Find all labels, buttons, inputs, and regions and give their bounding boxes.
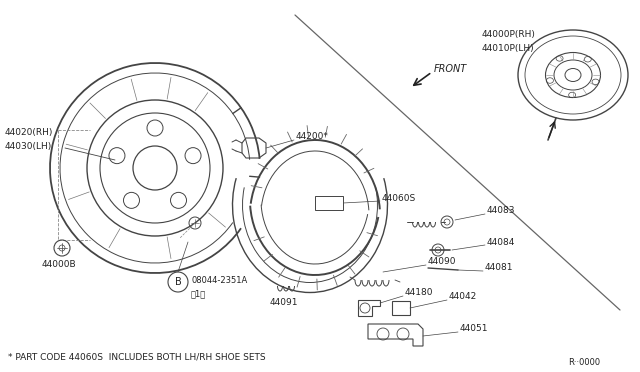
Text: 44030(LH): 44030(LH) — [5, 142, 52, 151]
Text: 44060S: 44060S — [382, 194, 416, 203]
Text: 44180: 44180 — [405, 288, 433, 297]
Text: 44200*: 44200* — [296, 132, 329, 141]
Text: 44083: 44083 — [487, 206, 515, 215]
Text: 44081: 44081 — [485, 263, 513, 272]
Text: 44020(RH): 44020(RH) — [5, 128, 53, 137]
Text: R··0000: R··0000 — [568, 358, 600, 367]
Text: 08044-2351A: 08044-2351A — [191, 276, 247, 285]
Text: （1）: （1） — [191, 289, 206, 298]
Text: 44000P(RH): 44000P(RH) — [482, 30, 536, 39]
Text: 44000B: 44000B — [42, 260, 77, 269]
Text: 44010P(LH): 44010P(LH) — [482, 44, 534, 53]
Text: 44051: 44051 — [460, 324, 488, 333]
Text: 44084: 44084 — [487, 238, 515, 247]
Text: * PART CODE 44060S  INCLUDES BOTH LH/RH SHOE SETS: * PART CODE 44060S INCLUDES BOTH LH/RH S… — [8, 352, 266, 361]
Text: FRONT: FRONT — [434, 64, 467, 74]
Text: 44090: 44090 — [428, 257, 456, 266]
Bar — [315, 196, 343, 210]
Text: B: B — [175, 277, 181, 287]
Text: 44091: 44091 — [270, 298, 298, 307]
Text: 44042: 44042 — [449, 292, 477, 301]
